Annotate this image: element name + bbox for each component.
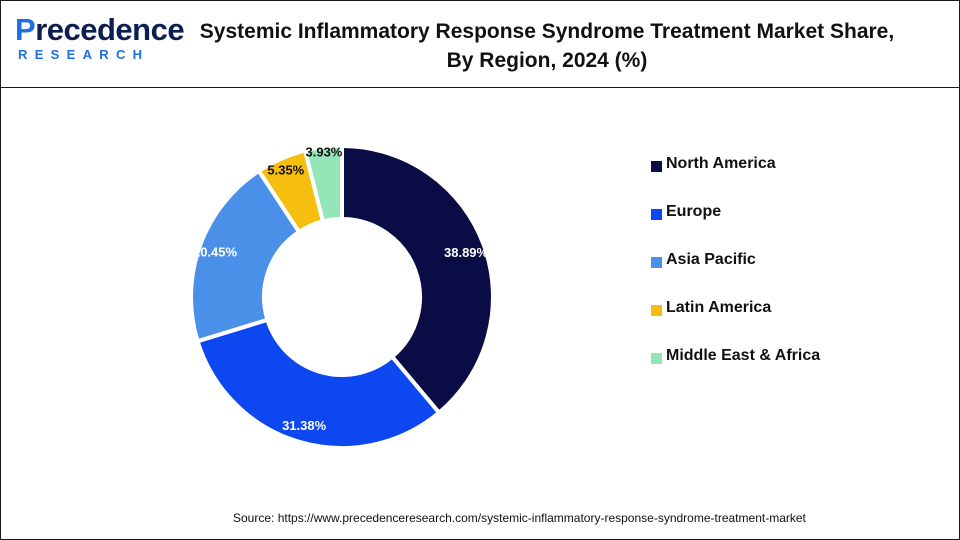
slice-middle-east-and-africa [302, 143, 344, 224]
header: Precedence RESEARCH Systemic Inflammator… [1, 1, 959, 88]
slice-europe [195, 317, 442, 450]
data-label-middle-east-and-africa: 3.93% [306, 144, 343, 159]
legend-label: Europe [666, 203, 722, 220]
donut-chart: 38.89% 31.38% 20.45% 5.35%3.93% [189, 143, 495, 450]
legend-swatch [651, 161, 662, 172]
legend-label: Middle East & Africa [666, 347, 821, 364]
data-label-asia-pacific: 20.45% [193, 244, 238, 259]
slice-north-america [340, 143, 495, 416]
logo-initial: P [15, 12, 36, 47]
legend-swatch [651, 305, 662, 316]
donut-slices [189, 143, 495, 450]
legend-label: Latin America [666, 299, 772, 316]
slice-asia-pacific [189, 168, 302, 344]
logo-subtext: RESEARCH [18, 47, 150, 62]
logo-main-rest: recedence [35, 12, 185, 47]
legend-swatch [651, 257, 662, 268]
legend-swatch [651, 209, 662, 220]
data-label-north-america: 38.89% [444, 245, 489, 260]
brand-logo: Precedence RESEARCH [15, 13, 185, 65]
data-label-europe: 31.38% [282, 418, 327, 433]
legend-label: North America [666, 155, 776, 172]
data-label-latin-america: 5.35% [267, 163, 304, 178]
chart-title: Systemic Inflammatory Response Syndrome … [199, 20, 895, 72]
legend-label: Asia Pacific [666, 251, 756, 268]
logo-wordmark: Precedence [15, 12, 185, 47]
source-note: Source: https://www.precedenceresearch.c… [233, 511, 806, 525]
legend-swatch [651, 353, 662, 364]
donut-slice-labels: 38.89% 31.38% 20.45% 5.35%3.93% [193, 144, 489, 432]
